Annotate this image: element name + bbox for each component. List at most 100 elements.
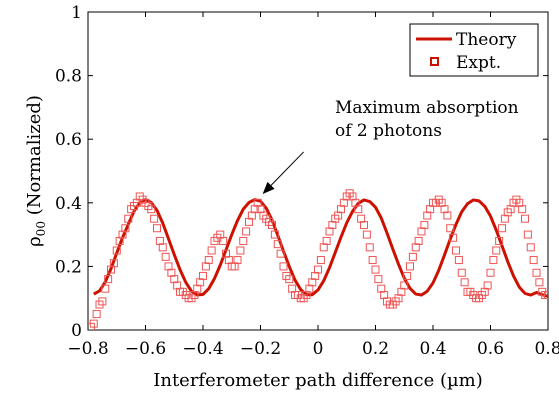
expt-point: [268, 221, 276, 230]
annotation-line-2: of 2 photons: [335, 121, 442, 141]
expt-point: [236, 246, 245, 255]
expt-point: [158, 243, 167, 252]
expt-point: [253, 198, 262, 207]
expt-point: [339, 198, 348, 207]
expt-point: [270, 230, 279, 239]
expt-point: [101, 284, 110, 293]
x-tick-label: −0.2: [240, 339, 281, 359]
expt-point: [311, 271, 320, 280]
expt-point: [518, 205, 527, 214]
y-axis-label-rest: (Normalized): [24, 95, 45, 221]
expt-point: [242, 227, 251, 236]
expt-point: [365, 243, 374, 252]
expt-point: [104, 275, 113, 284]
expt-point: [486, 268, 495, 277]
expt-point: [351, 198, 360, 207]
expt-point: [498, 224, 506, 233]
expt-point: [250, 205, 259, 214]
expt-point: [319, 243, 328, 252]
expt-point: [276, 249, 285, 258]
x-tick-label: −0.4: [182, 339, 223, 359]
expt-point: [377, 284, 386, 293]
expt-point: [164, 262, 173, 271]
y-tick-label: 1: [71, 3, 82, 23]
expt-point: [420, 221, 429, 230]
expt-point: [273, 240, 282, 249]
x-axis-ticks: −0.8 −0.6 −0.4 −0.2 0 0.2 0.4 0.6 0.8: [67, 12, 559, 359]
expt-point: [233, 256, 242, 265]
expt-point: [167, 268, 176, 277]
expt-point: [403, 271, 412, 280]
expt-point: [454, 256, 463, 265]
expt-point: [190, 291, 199, 300]
expt-point: [256, 205, 265, 214]
expt-point: [288, 284, 297, 293]
expt-point: [308, 278, 317, 287]
expt-point: [279, 262, 288, 271]
expt-point: [155, 236, 164, 245]
expt-point: [98, 297, 107, 306]
expt-point: [314, 265, 322, 274]
x-tick-label: 0: [313, 339, 324, 359]
expt-point: [207, 246, 216, 255]
expt-point: [529, 256, 538, 265]
expt-point: [400, 281, 409, 290]
legend-expt-swatch: [430, 57, 439, 66]
x-tick-label: 0.2: [362, 339, 389, 359]
expt-point: [371, 265, 380, 274]
expt-point: [112, 246, 121, 255]
expt-point: [216, 230, 225, 239]
legend: Theory Expt.: [409, 23, 539, 77]
expt-point: [201, 262, 210, 271]
expt-point: [230, 262, 239, 271]
expt-point: [305, 284, 314, 293]
expt-point: [443, 211, 452, 220]
expt-point: [480, 287, 489, 296]
y-axis-label: ρ00 (Normalized): [24, 95, 48, 247]
expt-point: [532, 268, 541, 277]
x-axis-label: Interferometer path difference (µm): [153, 370, 483, 391]
expt-point: [285, 275, 294, 284]
annotation: Maximum absorption of 2 photons: [262, 98, 519, 194]
expt-point: [526, 243, 535, 252]
expt-point: [411, 243, 420, 252]
expt-point: [397, 287, 406, 296]
expt-point: [239, 236, 248, 245]
expt-point: [118, 230, 127, 239]
expt-point: [440, 205, 449, 214]
expt-point: [147, 205, 156, 214]
expt-point: [449, 233, 458, 242]
expt-point: [170, 275, 179, 284]
expt-point: [515, 198, 524, 207]
expt-point: [247, 211, 256, 220]
y-tick-label: 0.8: [55, 67, 82, 87]
expt-point: [408, 252, 417, 261]
expt-point: [544, 291, 548, 300]
expt-point: [204, 256, 213, 265]
expt-point: [423, 211, 432, 220]
expt-point: [417, 227, 426, 236]
expt-point: [523, 230, 532, 239]
x-tick-label: 0.8: [534, 339, 559, 359]
y-tick-label: 0: [71, 321, 82, 341]
expt-point: [334, 211, 343, 220]
expt-point: [328, 221, 337, 230]
expt-point: [394, 294, 403, 303]
legend-theory-label: Theory: [456, 30, 517, 50]
y-axis-ticks: 0 0.2 0.4 0.6 0.8 1: [55, 3, 548, 341]
annotation-arrow: [262, 151, 304, 194]
expt-point: [222, 249, 230, 258]
expt-point: [357, 214, 366, 223]
expt-point: [89, 319, 98, 328]
expt-point: [446, 224, 455, 233]
expt-point: [354, 205, 363, 214]
legend-expt-label: Expt.: [456, 53, 501, 73]
y-tick-label: 0.6: [55, 130, 82, 150]
expt-point: [199, 271, 207, 280]
expt-point: [109, 259, 118, 268]
expt-point: [406, 262, 414, 271]
expt-point: [437, 198, 446, 207]
expt-point: [495, 236, 504, 245]
x-tick-label: 0.4: [419, 339, 446, 359]
